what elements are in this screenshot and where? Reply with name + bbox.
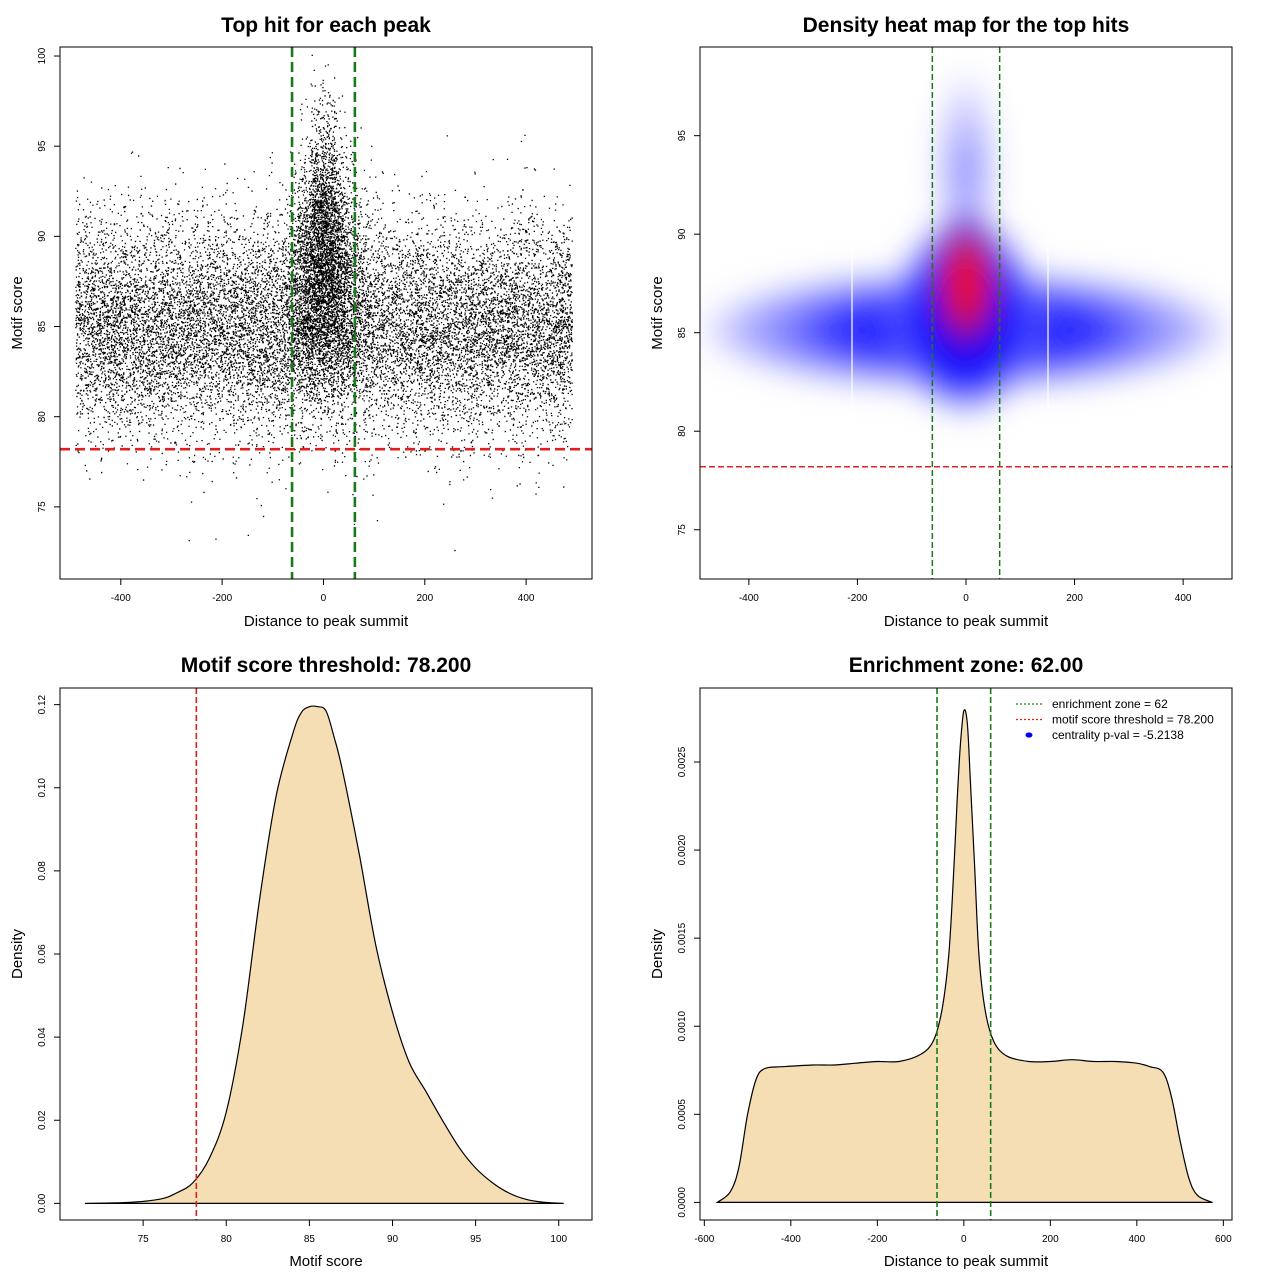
y-tick-label: 90 [677,228,688,240]
x-tick-label: 95 [470,1234,482,1245]
y-tick-label: 75 [37,501,48,513]
score-density-y-axis-label: Density [9,928,26,979]
x-tick-label: -400 [739,593,759,604]
heatmap-x-axis-label: Distance to peak summit [884,613,1049,630]
y-tick-label: 0.0010 [677,1010,688,1041]
y-tick-label: 0.0005 [677,1099,688,1130]
x-tick-label: -200 [847,593,867,604]
legend-label-enrichment-zone: enrichment zone = 62 [1052,697,1168,711]
score-density-x-axis-label: Motif score [289,1253,362,1270]
heatmap-reference-lines [700,47,1232,579]
x-tick-label: -200 [212,593,232,604]
x-tick-label: 200 [1042,1234,1059,1245]
x-tick-label: 400 [1175,593,1192,604]
y-tick-label: 0.12 [37,694,48,714]
y-tick-label: 0.0000 [677,1187,688,1218]
heatmap-peak [926,205,1006,365]
y-tick-label: 0.0025 [677,746,688,777]
x-tick-label: 90 [387,1234,399,1245]
score-density-panel: Motif score threshold: 78.200 75 80 85 90 95… [9,654,593,1270]
score-density-title: Motif score threshold: 78.200 [181,654,472,677]
scatter-y-axis-label: Motif score [9,276,26,349]
y-tick-label: 85 [677,327,688,339]
y-tick-label: 90 [37,230,48,242]
distance-density-curve [715,709,1213,1203]
heatmap-panel: Density heat map for the top hits -400 -2… [649,14,1233,630]
heatmap-y-axis-label: Motif score [649,276,666,349]
y-tick-label: 0.06 [37,944,48,964]
x-tick-label: 85 [304,1234,316,1245]
distance-density-reference-lines [936,688,992,1220]
legend-entry-centrality-pval: centrality p-val = -5.2138 [1025,728,1184,742]
scatter-y-axis: 75 80 85 90 95 100 [37,47,60,512]
y-tick-label: 0.10 [37,778,48,798]
distance-density-title: Enrichment zone: 62.00 [849,654,1084,677]
y-tick-label: 100 [37,47,48,64]
y-tick-label: 80 [37,411,48,423]
distance-density-plot-box [699,687,1233,1221]
x-tick-label: 400 [518,593,535,604]
x-tick-label: 200 [1066,593,1083,604]
y-tick-label: 75 [677,524,688,536]
distance-density-x-axis-label: Distance to peak summit [884,1253,1049,1270]
scatter-plot-box [59,46,593,580]
heatmap-x-axis: -400 -200 0 200 400 [739,579,1192,604]
scatter-title: Top hit for each peak [221,14,431,37]
distance-density-legend: enrichment zone = 62 motif score thresho… [1016,697,1214,742]
x-tick-label: -200 [867,1234,887,1245]
score-density-x-axis: 75 80 85 90 95 100 [138,1220,568,1245]
distance-density-panel: Enrichment zone: 62.00 -600 -400 -200 0 200 4… [649,654,1233,1270]
legend-label-centrality-pval: centrality p-val = -5.2138 [1052,728,1184,742]
x-tick-label: 80 [221,1234,233,1245]
score-density-curve [84,705,564,1204]
x-tick-label: 0 [321,593,327,604]
y-tick-label: 80 [677,425,688,437]
y-tick-label: 0.0015 [677,922,688,953]
y-tick-label: 0.08 [37,861,48,881]
y-tick-label: 0.04 [37,1027,48,1047]
scatter-panel: Top hit for each peak -400 -200 0 200 400 75… [9,14,593,630]
legend-swatch-centrality-pval [1025,732,1033,738]
x-tick-label: 600 [1215,1234,1232,1245]
legend-entry-motif-threshold: motif score threshold = 78.200 [1016,713,1214,727]
distance-density-y-axis-label: Density [649,928,666,979]
x-tick-label: 400 [1129,1234,1146,1245]
heatmap-density [700,50,1232,462]
scatter-point-cloud [75,54,573,552]
score-density-y-axis: 0.00 0.02 0.04 0.06 0.08 0.10 0.12 [37,694,60,1213]
y-tick-label: 0.00 [37,1193,48,1213]
y-tick-label: 95 [37,140,48,152]
scatter-x-axis: -400 -200 0 200 400 [111,579,535,604]
x-tick-label: 0 [963,593,969,604]
legend-label-motif-threshold: motif score threshold = 78.200 [1052,713,1214,727]
y-tick-label: 95 [677,130,688,142]
y-tick-label: 0.02 [37,1110,48,1130]
heatmap-title: Density heat map for the top hits [803,14,1130,37]
distance-density-x-axis: -600 -400 -200 0 200 400 600 [694,1220,1232,1245]
x-tick-label: 75 [138,1234,150,1245]
scatter-reference-lines [60,47,592,579]
x-tick-label: -400 [111,593,131,604]
scatter-points [75,54,573,552]
x-tick-label: 200 [416,593,433,604]
heatmap-y-axis: 75 80 85 90 95 [677,130,700,536]
y-tick-label: 85 [37,321,48,333]
distance-density-y-axis: 0.0000 0.0005 0.0010 0.0015 0.0020 0.0025 [677,746,700,1218]
legend-entry-enrichment-zone: enrichment zone = 62 [1016,697,1168,711]
scatter-x-axis-label: Distance to peak summit [244,613,409,630]
x-tick-label: 100 [550,1234,567,1245]
y-tick-label: 0.0020 [677,834,688,865]
x-tick-label: -600 [694,1234,714,1245]
x-tick-label: 0 [961,1234,967,1245]
x-tick-label: -400 [781,1234,801,1245]
